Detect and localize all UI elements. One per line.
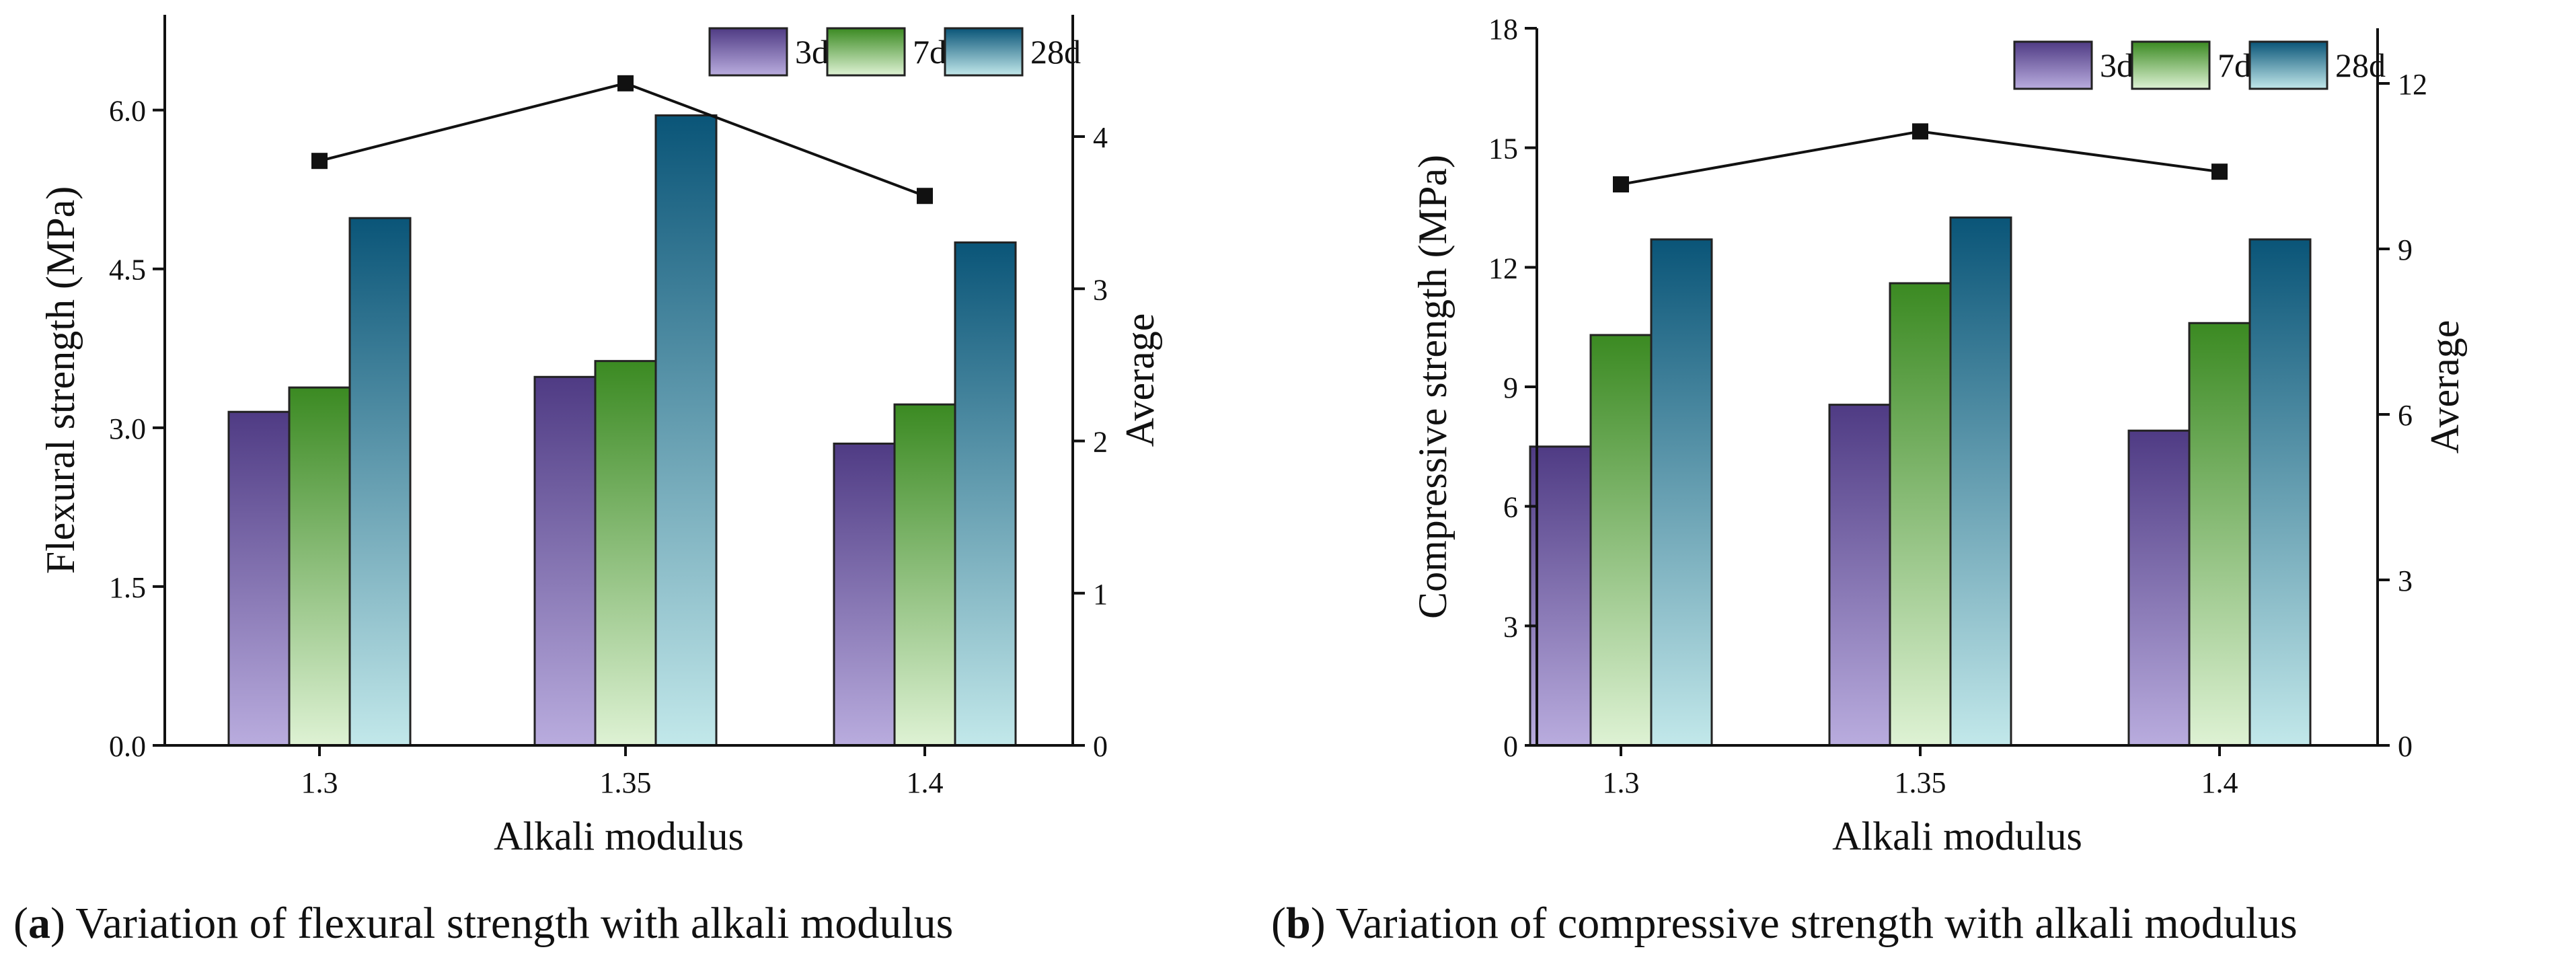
x-tick-label-1.35: 1.35: [600, 766, 652, 799]
y2-tick-label-3: 3: [2398, 564, 2413, 597]
average-marker-1.3: [1613, 176, 1629, 193]
bar-28d-1.35: [1949, 216, 2012, 747]
y-tick-label-15: 15: [1488, 133, 1518, 165]
y2-axis-title: Average: [1118, 313, 1162, 447]
x-tick-label-1.4: 1.4: [907, 766, 944, 799]
plot-area: 0 3 6 9 12 15 18 0 3 6 9 12 1.3 1.35 1.4 Alkali modulus…: [1410, 13, 2467, 858]
y-tick-label-3.0: 3.0: [109, 412, 146, 445]
bar-3d-1.35: [533, 375, 597, 747]
bar-3d-1.3: [1529, 445, 1592, 747]
y-tick-label-4.5: 4.5: [109, 254, 146, 287]
y2-tick-label-2: 2: [1093, 426, 1108, 459]
y-tick-label-6: 6: [1503, 491, 1518, 524]
legend-label-3d: 3d: [2100, 46, 2133, 84]
legend-label-3d: 3d: [795, 33, 829, 71]
bar-3d-1.4: [2127, 429, 2191, 747]
legend-label-28d: 28d: [1030, 33, 1081, 71]
y-tick-label-3: 3: [1503, 610, 1518, 643]
legend-swatch-7d: [826, 27, 906, 77]
y2-tick-label-0: 0: [1093, 730, 1108, 763]
caption-a: (a) Variation of flexural strength with …: [13, 899, 954, 948]
y-tick-label-6.0: 6.0: [109, 95, 146, 128]
y-tick-label-0: 0: [1503, 730, 1518, 763]
legend-label-28d: 28d: [2335, 46, 2386, 84]
bar-28d-1.4: [2248, 238, 2312, 747]
legend-swatch-3d: [708, 27, 788, 77]
y-tick-label-0.0: 0.0: [109, 730, 146, 763]
bar-7d-1.3: [1589, 334, 1653, 747]
legend-label-7d: 7d: [913, 33, 946, 71]
legend-swatch-28d: [2248, 40, 2328, 90]
bar-28d-1.3: [348, 217, 412, 747]
bar-7d-1.35: [594, 360, 657, 747]
caption-a-text: Variation of flexural strength with alka…: [65, 899, 954, 948]
y-axis-title: Compressive strength (MPa): [1410, 155, 1455, 619]
y2-tick-label-1: 1: [1093, 578, 1108, 611]
y-tick-label-1.5: 1.5: [109, 571, 146, 604]
bar-7d-1.3: [288, 386, 351, 747]
bar-28d-1.4: [954, 241, 1017, 747]
bar-3d-1.3: [227, 410, 291, 747]
average-marker-1.4: [2211, 163, 2228, 180]
legend-swatch-3d: [2013, 40, 2093, 90]
caption-a-letter: a: [28, 899, 50, 948]
legend-label-7d: 7d: [2218, 46, 2251, 84]
average-marker-1.3: [311, 153, 328, 170]
y2-tick-label-3: 3: [1093, 273, 1108, 306]
average-marker-1.4: [917, 188, 933, 205]
caption-b-letter: b: [1285, 899, 1311, 948]
legend-swatch-7d: [2131, 40, 2211, 90]
bar-3d-1.35: [1828, 404, 1891, 747]
plot-area: 0.0 1.5 3.0 4.5 6.0 0 1 2 3 4 1.3 1.35 1.4 Alkali mod…: [38, 15, 1162, 858]
y-tick-label-12: 12: [1488, 252, 1518, 285]
y2-tick-label-4: 4: [1093, 121, 1108, 154]
bar-7d-1.4: [2188, 322, 2251, 747]
flexural-strength-chart: 0.0 1.5 3.0 4.5 6.0 0 1 2 3 4 1.3 1.35 1.4 Alkali mod…: [38, 15, 1162, 858]
y2-axis-title: Average: [2423, 320, 2467, 454]
y-axis-title: Flexural strength (MPa): [38, 186, 83, 575]
x-tick-label-1.3: 1.3: [1603, 766, 1640, 799]
y2-tick-label-0: 0: [2398, 730, 2413, 763]
bar-7d-1.35: [1889, 282, 1952, 747]
y2-tick-label-12: 12: [2398, 68, 2427, 101]
x-axis-title: Alkali modulus: [494, 814, 744, 858]
y-tick-label-9: 9: [1503, 371, 1518, 404]
y-tick-label-18: 18: [1488, 13, 1518, 46]
bar-3d-1.4: [833, 442, 896, 747]
caption-b-text: Variation of compressive strength with a…: [1325, 899, 2298, 948]
y2-tick-label-9: 9: [2398, 233, 2413, 266]
x-tick-label-1.4: 1.4: [2201, 766, 2238, 799]
bar-7d-1.4: [893, 403, 956, 747]
bar-28d-1.35: [654, 114, 718, 747]
legend-swatch-28d: [944, 27, 1024, 77]
x-tick-label-1.35: 1.35: [1895, 766, 1946, 799]
average-marker-1.35: [1912, 123, 1928, 140]
x-tick-label-1.3: 1.3: [301, 766, 338, 799]
compressive-strength-chart: 0 3 6 9 12 15 18 0 3 6 9 12 1.3 1.35 1.4 Alkali modulus…: [1410, 13, 2467, 858]
y2-tick-label-6: 6: [2398, 399, 2413, 432]
average-marker-1.35: [617, 75, 634, 91]
average-line: [319, 81, 925, 198]
x-axis-title: Alkali modulus: [1832, 814, 2082, 858]
bar-28d-1.3: [1650, 238, 1713, 747]
caption-b: (b) Variation of compressive strength wi…: [1271, 899, 2298, 948]
